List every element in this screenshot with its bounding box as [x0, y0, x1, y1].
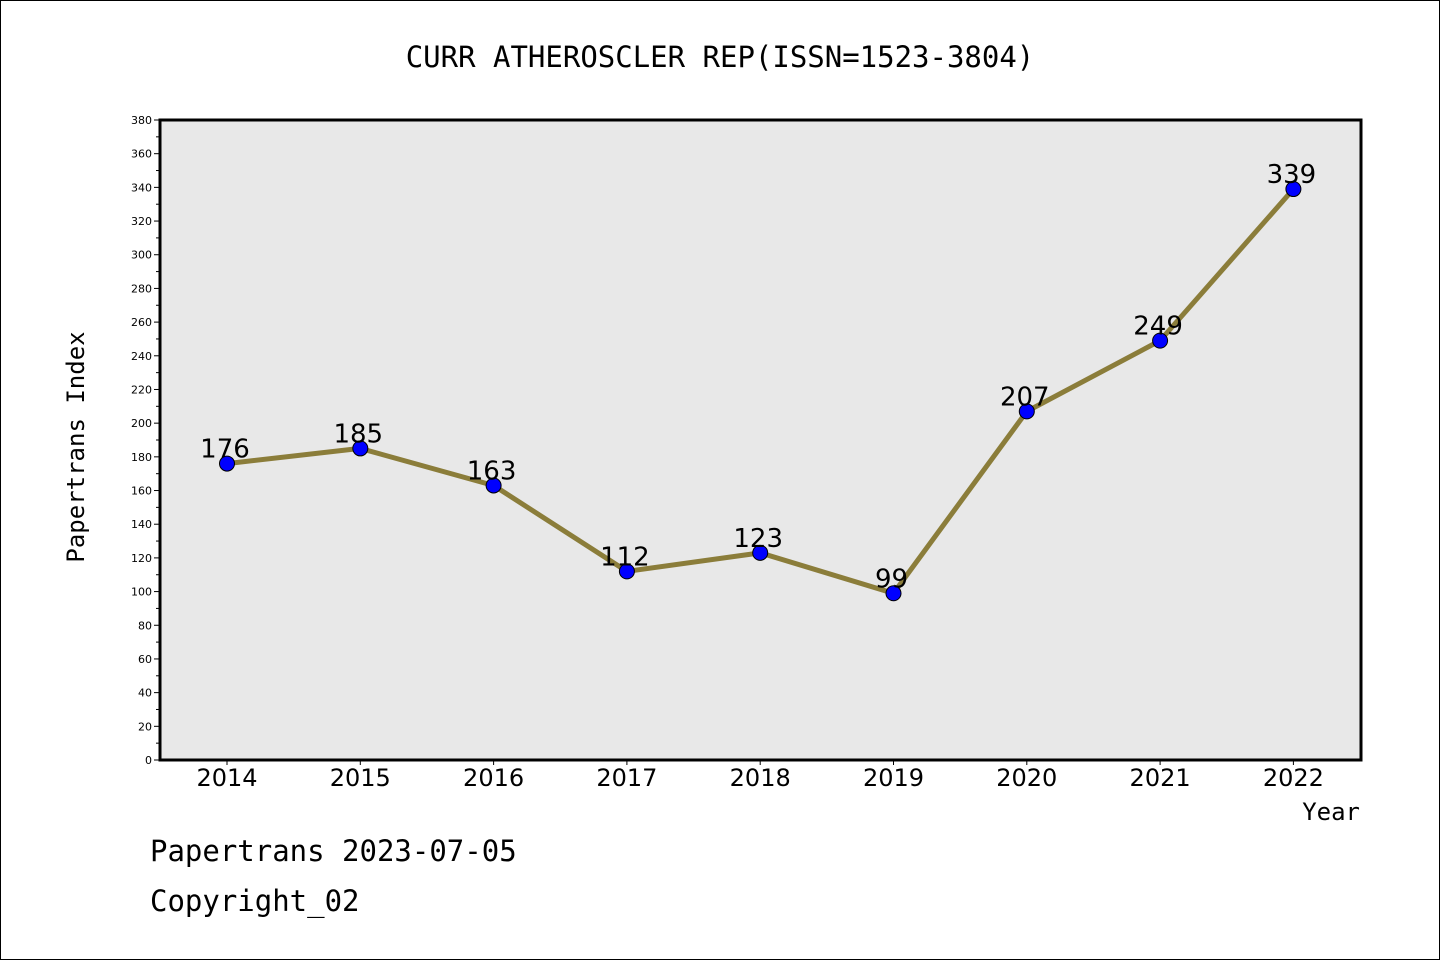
data-point [618, 563, 635, 580]
y-tick-label: 120 [131, 552, 152, 565]
y-tick-label: 340 [131, 181, 152, 194]
footer-date: Papertrans 2023-07-05 [150, 834, 517, 868]
x-tick-label: 2022 [1263, 764, 1324, 792]
data-point [219, 455, 235, 472]
data-label: 112 [600, 542, 650, 572]
y-tick-label: 280 [131, 282, 152, 295]
x-tick-label: 2021 [1130, 764, 1191, 792]
y-axis: 0 20 40 60 80 100 120 140 160 180 200 220 240 260 280 3… [131, 114, 160, 767]
x-axis: 2014 2015 2016 2017 2018 2019 2020 2021 2022 [196, 760, 1324, 792]
plot-area [158, 118, 1363, 762]
data-point [1285, 181, 1302, 198]
data-point [485, 477, 502, 494]
chart-title: CURR ATHEROSCLER REP(ISSN=1523-3804) [406, 40, 1035, 74]
x-tick-label: 2020 [996, 764, 1057, 792]
data-label: 176 [200, 435, 250, 465]
data-label-layer: 176 185 163 112 123 99 207 249 339 [200, 160, 1316, 594]
y-tick-label: 220 [131, 383, 152, 396]
y-tick-label: 40 [138, 687, 152, 700]
x-tick-label: 2014 [196, 764, 257, 792]
data-label: 99 [875, 564, 908, 594]
y-tick-label: 0 [145, 754, 152, 767]
data-point [1152, 332, 1169, 349]
y-tick-label: 140 [131, 518, 152, 531]
y-tick-label: 380 [131, 114, 152, 127]
x-tick-label: 2017 [596, 764, 657, 792]
y-tick-label: 300 [131, 249, 152, 262]
y-tick-label: 240 [131, 350, 152, 363]
y-tick-label: 360 [131, 148, 152, 161]
y-tick-label: 80 [138, 619, 152, 632]
data-label: 185 [333, 419, 383, 449]
data-label: 207 [1000, 382, 1050, 412]
data-point [1018, 403, 1035, 420]
x-tick-label: 2016 [463, 764, 524, 792]
data-point [885, 585, 902, 602]
x-tick-label: 2018 [730, 764, 791, 792]
y-tick-label: 200 [131, 417, 152, 430]
y-tick-label: 320 [131, 215, 152, 228]
marker-layer [219, 181, 1302, 602]
footer-copyright: Copyright_02 [150, 884, 360, 918]
data-point [752, 544, 769, 561]
y-tick-label: 180 [131, 451, 152, 464]
data-label: 163 [467, 456, 517, 486]
y-tick-label: 20 [138, 720, 152, 733]
x-tick-label: 2015 [330, 764, 391, 792]
x-tick-label: 2019 [863, 764, 924, 792]
y-axis-label: Papertrans Index [62, 331, 90, 562]
data-label: 123 [733, 524, 783, 554]
y-tick-label: 160 [131, 485, 152, 498]
y-tick-label: 260 [131, 316, 152, 329]
x-axis-label: Year [1302, 798, 1360, 826]
y-tick-label: 100 [131, 586, 152, 599]
data-label: 339 [1267, 160, 1317, 190]
data-label: 249 [1133, 312, 1183, 342]
y-tick-label: 60 [138, 653, 152, 666]
data-point [352, 440, 369, 457]
